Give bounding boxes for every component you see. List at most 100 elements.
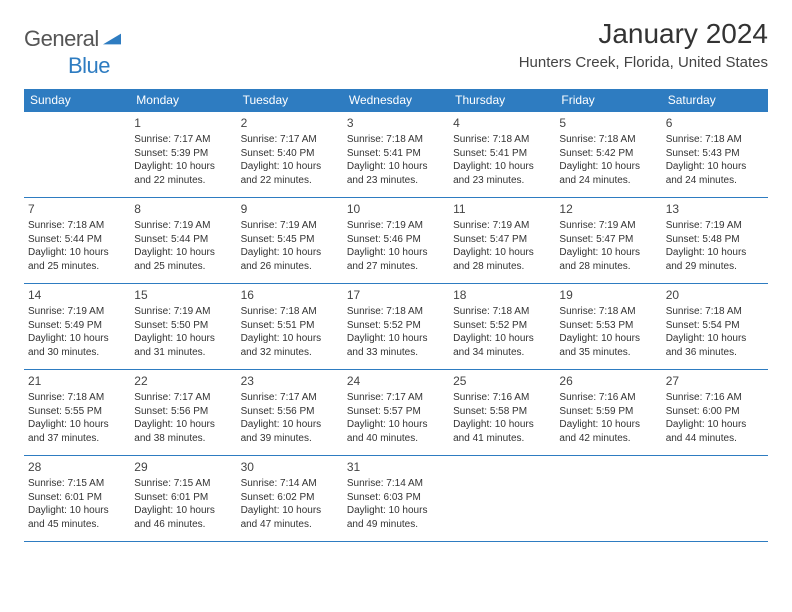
sunset-text: Sunset: 5:52 PM bbox=[453, 319, 551, 333]
day-header: Tuesday bbox=[237, 89, 343, 112]
calendar-cell bbox=[555, 456, 661, 542]
daylight-text: Daylight: 10 hours bbox=[559, 332, 657, 346]
daylight-text: and 46 minutes. bbox=[134, 518, 232, 532]
sunrise-text: Sunrise: 7:17 AM bbox=[134, 133, 232, 147]
sunrise-text: Sunrise: 7:16 AM bbox=[453, 391, 551, 405]
calendar-cell: 6Sunrise: 7:18 AMSunset: 5:43 PMDaylight… bbox=[662, 112, 768, 198]
daylight-text: and 32 minutes. bbox=[241, 346, 339, 360]
day-number: 20 bbox=[666, 287, 764, 303]
calendar-cell: 8Sunrise: 7:19 AMSunset: 5:44 PMDaylight… bbox=[130, 198, 236, 284]
daylight-text: Daylight: 10 hours bbox=[347, 418, 445, 432]
daylight-text: and 29 minutes. bbox=[666, 260, 764, 274]
sunrise-text: Sunrise: 7:17 AM bbox=[347, 391, 445, 405]
day-header: Wednesday bbox=[343, 89, 449, 112]
day-number: 31 bbox=[347, 459, 445, 475]
calendar-cell: 18 Sunrise: 7:18 AMSunset: 5:52 PMDayligh… bbox=[449, 284, 555, 370]
daylight-text: Daylight: 10 hours bbox=[666, 418, 764, 432]
sunrise-text: Sunrise: 7:16 AM bbox=[559, 391, 657, 405]
sunrise-text: Sunrise: 7:15 AM bbox=[28, 477, 126, 491]
sunrise-text: Sunrise: 7:16 AM bbox=[666, 391, 764, 405]
daylight-text: and 28 minutes. bbox=[453, 260, 551, 274]
daylight-text: Daylight: 10 hours bbox=[666, 332, 764, 346]
calendar-week-row: 1Sunrise: 7:17 AMSunset: 5:39 PMDaylight… bbox=[24, 112, 768, 198]
daylight-text: and 35 minutes. bbox=[559, 346, 657, 360]
day-number: 3 bbox=[347, 115, 445, 131]
daylight-text: Daylight: 10 hours bbox=[559, 160, 657, 174]
day-number: 18 bbox=[453, 287, 551, 303]
brand-blue-text: Blue bbox=[68, 53, 110, 78]
sunset-text: Sunset: 6:03 PM bbox=[347, 491, 445, 505]
daylight-text: and 45 minutes. bbox=[28, 518, 126, 532]
day-number: 9 bbox=[241, 201, 339, 217]
calendar-cell bbox=[662, 456, 768, 542]
day-number: 25 bbox=[453, 373, 551, 389]
sunrise-text: Sunrise: 7:18 AM bbox=[28, 391, 126, 405]
sunset-text: Sunset: 5:44 PM bbox=[28, 233, 126, 247]
day-number: 27 bbox=[666, 373, 764, 389]
daylight-text: Daylight: 10 hours bbox=[241, 160, 339, 174]
calendar-table: Sunday Monday Tuesday Wednesday Thursday… bbox=[24, 89, 768, 542]
sunset-text: Sunset: 6:01 PM bbox=[28, 491, 126, 505]
daylight-text: and 40 minutes. bbox=[347, 432, 445, 446]
day-number: 17 bbox=[347, 287, 445, 303]
daylight-text: Daylight: 10 hours bbox=[241, 246, 339, 260]
daylight-text: and 22 minutes. bbox=[134, 174, 232, 188]
day-number: 8 bbox=[134, 201, 232, 217]
sunrise-text: Sunrise: 7:19 AM bbox=[453, 219, 551, 233]
daylight-text: Daylight: 10 hours bbox=[134, 332, 232, 346]
day-number: 30 bbox=[241, 459, 339, 475]
daylight-text: and 44 minutes. bbox=[666, 432, 764, 446]
calendar-cell: 25Sunrise: 7:16 AMSunset: 5:58 PMDayligh… bbox=[449, 370, 555, 456]
sunset-text: Sunset: 5:49 PM bbox=[28, 319, 126, 333]
calendar-cell: 1Sunrise: 7:17 AMSunset: 5:39 PMDaylight… bbox=[130, 112, 236, 198]
day-header: Saturday bbox=[662, 89, 768, 112]
day-number: 24 bbox=[347, 373, 445, 389]
brand-logo: General bbox=[24, 18, 123, 52]
day-number: 7 bbox=[28, 201, 126, 217]
daylight-text: Daylight: 10 hours bbox=[347, 504, 445, 518]
daylight-text: and 25 minutes. bbox=[134, 260, 232, 274]
calendar-cell: 7Sunrise: 7:18 AMSunset: 5:44 PMDaylight… bbox=[24, 198, 130, 284]
calendar-cell: 26Sunrise: 7:16 AMSunset: 5:59 PMDayligh… bbox=[555, 370, 661, 456]
daylight-text: and 49 minutes. bbox=[347, 518, 445, 532]
location-text: Hunters Creek, Florida, United States bbox=[519, 54, 768, 71]
daylight-text: Daylight: 10 hours bbox=[453, 246, 551, 260]
daylight-text: and 47 minutes. bbox=[241, 518, 339, 532]
daylight-text: and 22 minutes. bbox=[241, 174, 339, 188]
sunset-text: Sunset: 5:50 PM bbox=[134, 319, 232, 333]
calendar-cell: 23Sunrise: 7:17 AMSunset: 5:56 PMDayligh… bbox=[237, 370, 343, 456]
calendar-week-row: 14Sunrise: 7:19 AMSunset: 5:49 PMDayligh… bbox=[24, 284, 768, 370]
daylight-text: and 25 minutes. bbox=[28, 260, 126, 274]
calendar-week-row: 28Sunrise: 7:15 AMSunset: 6:01 PMDayligh… bbox=[24, 456, 768, 542]
day-number: 10 bbox=[347, 201, 445, 217]
daylight-text: Daylight: 10 hours bbox=[453, 332, 551, 346]
daylight-text: Daylight: 10 hours bbox=[28, 504, 126, 518]
day-header: Monday bbox=[130, 89, 236, 112]
sunset-text: Sunset: 5:59 PM bbox=[559, 405, 657, 419]
day-number: 26 bbox=[559, 373, 657, 389]
calendar-cell bbox=[449, 456, 555, 542]
sunset-text: Sunset: 5:45 PM bbox=[241, 233, 339, 247]
sunrise-text: Sunrise: 7:19 AM bbox=[241, 219, 339, 233]
daylight-text: and 34 minutes. bbox=[453, 346, 551, 360]
sunset-text: Sunset: 5:41 PM bbox=[347, 147, 445, 161]
sunrise-text: Sunrise: 7:18 AM bbox=[28, 219, 126, 233]
sunset-text: Sunset: 6:00 PM bbox=[666, 405, 764, 419]
daylight-text: and 23 minutes. bbox=[347, 174, 445, 188]
sunset-text: Sunset: 5:52 PM bbox=[347, 319, 445, 333]
calendar-cell: 24 Sunrise: 7:17 AMSunset: 5:57 PMDayligh… bbox=[343, 370, 449, 456]
sunset-text: Sunset: 5:53 PM bbox=[559, 319, 657, 333]
sunrise-text: Sunrise: 7:18 AM bbox=[453, 305, 551, 319]
calendar-cell: 13Sunrise: 7:19 AMSunset: 5:48 PMDayligh… bbox=[662, 198, 768, 284]
daylight-text: Daylight: 10 hours bbox=[134, 504, 232, 518]
day-number: 16 bbox=[241, 287, 339, 303]
day-number: 15 bbox=[134, 287, 232, 303]
title-block: January 2024 Hunters Creek, Florida, Uni… bbox=[519, 18, 768, 71]
daylight-text: Daylight: 10 hours bbox=[241, 332, 339, 346]
calendar-cell: 30Sunrise: 7:14 AMSunset: 6:02 PMDayligh… bbox=[237, 456, 343, 542]
day-number: 12 bbox=[559, 201, 657, 217]
daylight-text: and 28 minutes. bbox=[559, 260, 657, 274]
sunset-text: Sunset: 5:57 PM bbox=[347, 405, 445, 419]
sunset-text: Sunset: 5:39 PM bbox=[134, 147, 232, 161]
month-title: January 2024 bbox=[519, 18, 768, 50]
